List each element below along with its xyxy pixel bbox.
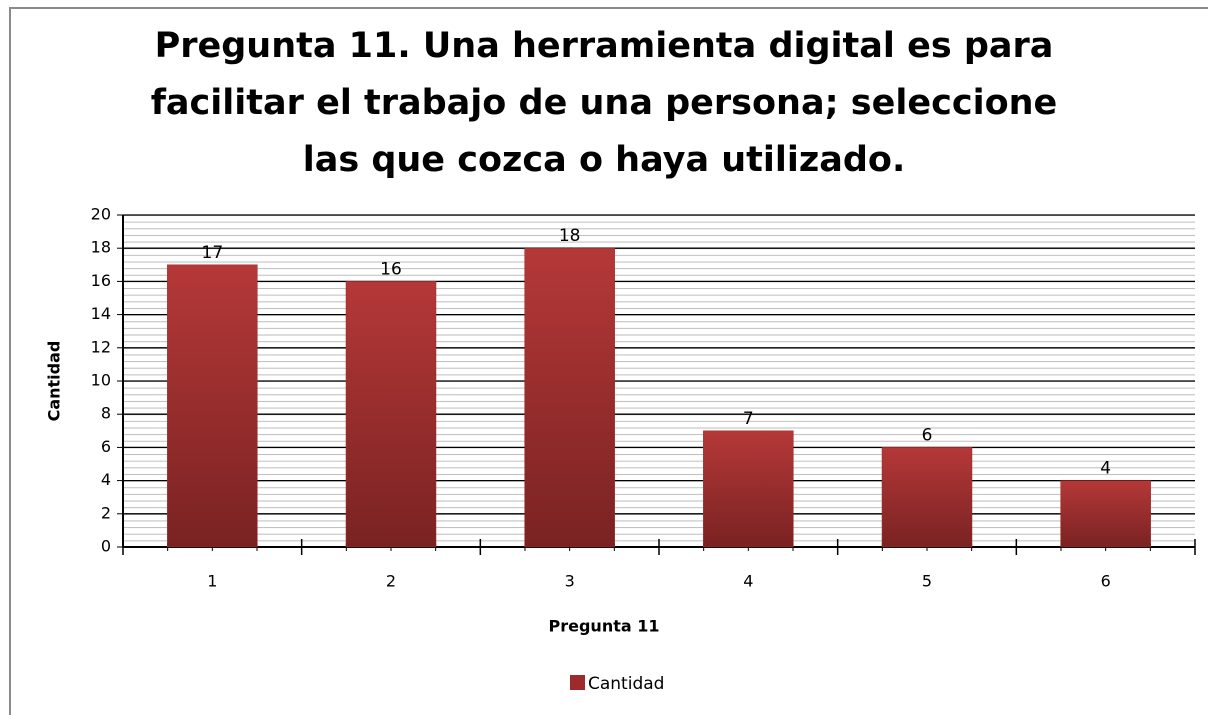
y-tick-label: 0	[101, 537, 111, 556]
data-label: 17	[202, 243, 224, 263]
x-axis-title: Pregunta 11	[549, 617, 660, 636]
bar	[524, 247, 615, 548]
y-tick-label: 6	[101, 437, 111, 456]
y-tick-label: 2	[101, 503, 111, 522]
bar	[881, 447, 973, 548]
data-label: 18	[559, 226, 581, 246]
y-tick-label: 8	[101, 404, 111, 423]
x-tick-label: 1	[207, 572, 217, 591]
chart-title: facilitar el trabajo de una persona; sel…	[151, 83, 1058, 123]
x-tick-label: 6	[1101, 572, 1111, 591]
data-label: 7	[743, 409, 754, 429]
bar	[1060, 480, 1151, 548]
y-tick-label: 18	[91, 238, 111, 257]
chart-title: Pregunta 11. Una herramienta digital es …	[155, 26, 1054, 66]
y-tick-label: 12	[91, 337, 111, 356]
y-axis-title: Cantidad	[45, 341, 64, 422]
legend-swatch	[570, 675, 585, 690]
data-label: 16	[380, 259, 402, 279]
x-tick-label: 5	[922, 572, 932, 591]
y-tick-label: 4	[101, 470, 111, 489]
bar	[345, 281, 437, 548]
x-tick-label: 2	[386, 572, 396, 591]
x-tick-label: 3	[565, 572, 575, 591]
bar	[167, 264, 258, 548]
y-tick-label: 16	[91, 271, 111, 290]
bar	[703, 430, 794, 548]
chart-title: las que cozca o haya utilizado.	[303, 140, 906, 180]
legend-label: Cantidad	[588, 674, 664, 694]
y-tick-label: 10	[91, 371, 111, 390]
data-label: 6	[922, 425, 933, 445]
y-tick-label: 14	[91, 304, 111, 323]
data-label: 4	[1100, 459, 1111, 479]
y-tick-label: 20	[91, 205, 111, 224]
x-tick-label: 4	[743, 572, 753, 591]
